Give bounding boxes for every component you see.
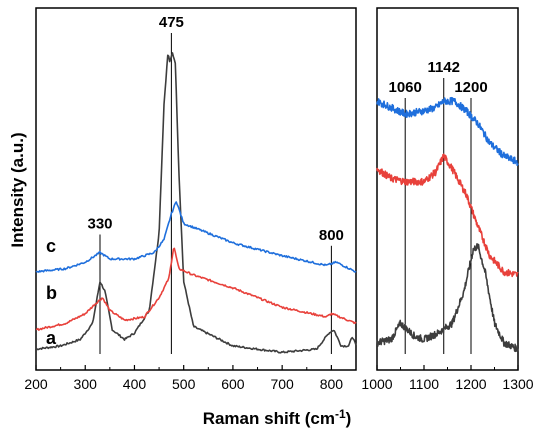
- x-tick-label: 600: [221, 376, 245, 392]
- peak-label: 1200: [454, 79, 487, 96]
- series-line-b: [35, 247, 357, 331]
- x-tick-label: 800: [320, 376, 344, 392]
- x-tick-label: 300: [74, 376, 98, 392]
- curve-label-b: b: [46, 283, 57, 303]
- right-series-group: [376, 96, 519, 353]
- x-axis-label-sup: -1: [335, 407, 346, 421]
- left-panel-frame: [35, 7, 357, 371]
- series-line-c: [35, 201, 357, 273]
- x-tick-label: 400: [123, 376, 147, 392]
- x-axis-label: Raman shift (cm-1): [203, 407, 352, 428]
- series-line-a: [35, 52, 357, 354]
- x-tick-label: 1000: [361, 376, 392, 392]
- peak-label: 330: [87, 216, 112, 233]
- series-line-a: [376, 243, 519, 353]
- x-tick-label: 500: [172, 376, 196, 392]
- x-tick-label: 1200: [455, 376, 486, 392]
- left-series-group: [35, 52, 357, 354]
- right-peak-lines: 1060 1142 1200: [389, 59, 488, 354]
- x-axis-label-main: Raman shift (cm: [203, 409, 335, 428]
- right-x-ticks: 1000 1100 1200 1300: [361, 365, 534, 392]
- x-tick-label: 700: [270, 376, 294, 392]
- peak-label: 800: [319, 227, 344, 244]
- series-line-b: [376, 153, 519, 278]
- left-x-ticks: 200 300 400 500 600 700 800: [24, 365, 343, 392]
- left-peak-lines: 330 475 800: [87, 14, 344, 354]
- series-line-c: [376, 96, 519, 167]
- x-tick-label: 200: [24, 376, 48, 392]
- x-tick-label: 1300: [502, 376, 533, 392]
- x-tick-label: 1100: [409, 376, 439, 392]
- curve-label-a: a: [46, 328, 57, 348]
- y-axis-label: Intensity (a.u.): [8, 132, 27, 247]
- curve-label-c: c: [46, 236, 56, 256]
- peak-label: 1060: [389, 79, 422, 96]
- peak-label: 475: [159, 14, 184, 31]
- x-axis-label-tail: ): [346, 409, 352, 428]
- peak-label: 1142: [427, 59, 460, 76]
